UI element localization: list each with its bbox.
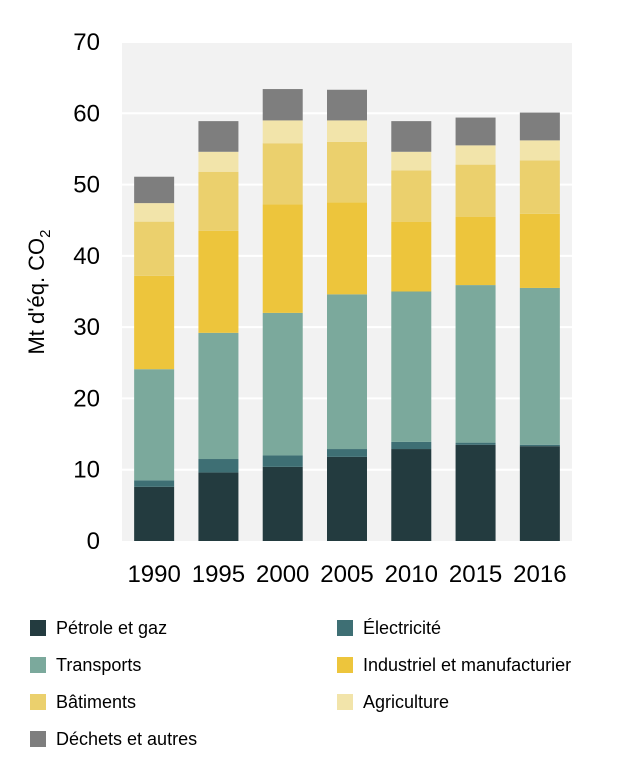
x-tick-label: 2005 xyxy=(320,561,373,588)
y-tick-label: 70 xyxy=(73,29,100,56)
bar-segment-2005-1 xyxy=(327,449,367,457)
bar-segment-2015-4 xyxy=(455,164,496,217)
bar-segment-2000-2 xyxy=(262,312,303,456)
bar-segment-2010-3 xyxy=(391,221,432,292)
bar-segment-2010-6 xyxy=(391,121,432,152)
bar-segment-1990-1 xyxy=(134,480,175,487)
y-tick-label: 60 xyxy=(73,100,100,127)
bar-segment-1990-0 xyxy=(134,486,175,541)
legend-item: Pétrole et gaz xyxy=(30,616,167,640)
bar-segment-2015-6 xyxy=(455,117,496,146)
bar-segment-2010-1 xyxy=(391,441,432,450)
bar-segment-1990-3 xyxy=(134,275,175,370)
legend-item: Déchets et autres xyxy=(30,727,197,751)
legend-label: Industriel et manufacturier xyxy=(363,654,572,675)
bar-segment-2015-2 xyxy=(455,285,496,443)
bar-segment-1995-2 xyxy=(198,332,239,460)
legend-item: Bâtiments xyxy=(30,690,136,714)
bar-segment-1995-5 xyxy=(198,151,239,172)
x-tick-label: 2015 xyxy=(449,561,502,588)
legend-label: Transports xyxy=(56,654,142,675)
y-tick-labels: 0 10 20 30 40 50 60 70 xyxy=(73,29,100,555)
bar-segment-2016-6 xyxy=(519,112,560,141)
legend-item: Agriculture xyxy=(337,690,449,714)
legend-label: Agriculture xyxy=(363,691,450,712)
y-tick-label: 10 xyxy=(73,457,100,484)
bars xyxy=(134,89,560,541)
legend-label: Déchets et autres xyxy=(56,728,198,749)
y-tick-label: 0 xyxy=(87,528,100,555)
bar-segment-2015-5 xyxy=(455,145,496,165)
legend-swatch xyxy=(30,620,46,636)
bar-segment-2005-5 xyxy=(327,120,367,142)
bar-segment-2005-2 xyxy=(327,294,367,450)
y-axis-label: Mt d'éq. CO2 xyxy=(24,229,54,354)
bar-segment-2000-4 xyxy=(262,143,303,205)
y-tick-label: 40 xyxy=(73,243,100,270)
bar-segment-1995-1 xyxy=(198,459,239,473)
y-axis-label-subscript: 2 xyxy=(37,229,54,237)
bar-segment-1990-4 xyxy=(134,221,175,276)
legend-item: Électricité xyxy=(337,616,441,640)
bar-segment-2000-3 xyxy=(262,204,303,313)
bar-segment-2016-5 xyxy=(519,140,560,161)
y-tick-label: 50 xyxy=(73,172,100,199)
bar-segment-2000-0 xyxy=(262,466,303,541)
bar-segment-1995-3 xyxy=(198,230,239,333)
bar-segment-2005-0 xyxy=(327,456,367,541)
legend-swatch xyxy=(337,657,353,673)
bar-segment-1995-4 xyxy=(198,171,239,231)
x-tick-label: 2000 xyxy=(256,561,309,588)
bar-segment-2016-2 xyxy=(519,287,560,445)
bar-segment-1990-2 xyxy=(134,369,175,481)
legend-swatch xyxy=(337,694,353,710)
bar-segment-2016-1 xyxy=(519,444,560,447)
legend-label: Pétrole et gaz xyxy=(56,617,168,638)
legend-swatch xyxy=(30,657,46,673)
x-tick-label: 1995 xyxy=(192,561,245,588)
bar-segment-1995-6 xyxy=(198,121,239,152)
bar-segment-2010-4 xyxy=(391,170,432,222)
legend-label: Électricité xyxy=(363,617,442,638)
bar-segment-2015-3 xyxy=(455,216,496,286)
legend-swatch xyxy=(337,620,353,636)
x-tick-label: 2016 xyxy=(513,561,566,588)
bar-segment-1990-5 xyxy=(134,203,175,222)
stacked-bar-chart: 0 10 20 30 40 50 60 70 1990 1995 2000 2005 2010 2015… xyxy=(24,29,572,588)
y-tick-label: 20 xyxy=(73,385,100,412)
bar-segment-2000-1 xyxy=(262,455,303,467)
y-axis-label-main: Mt d'éq. CO xyxy=(24,238,49,355)
bar-segment-2016-4 xyxy=(519,160,560,214)
x-tick-labels: 1990 1995 2000 2005 2010 2015 2016 xyxy=(127,561,566,588)
bar-segment-2016-0 xyxy=(519,446,560,541)
bar-segment-2010-2 xyxy=(391,291,432,442)
bar-segment-2005-4 xyxy=(327,141,367,203)
legend-swatch xyxy=(30,694,46,710)
bar-segment-2000-5 xyxy=(262,120,303,144)
bar-segment-1990-6 xyxy=(134,176,175,204)
legend-swatch xyxy=(30,731,46,747)
bar-segment-2016-3 xyxy=(519,213,560,288)
bar-segment-2015-1 xyxy=(455,442,496,445)
bar-segment-1995-0 xyxy=(198,472,239,541)
legend-item: Industriel et manufacturier xyxy=(337,653,571,677)
x-tick-label: 2010 xyxy=(385,561,438,588)
bar-segment-2015-0 xyxy=(455,444,496,541)
bar-segment-2005-6 xyxy=(327,89,367,121)
y-tick-label: 30 xyxy=(73,314,100,341)
bar-segment-2010-0 xyxy=(391,449,432,541)
x-tick-label: 1990 xyxy=(127,561,180,588)
legend-label: Bâtiments xyxy=(56,691,137,712)
bar-segment-2000-6 xyxy=(262,89,303,121)
bar-segment-2010-5 xyxy=(391,151,432,171)
bar-segment-2005-3 xyxy=(327,202,367,295)
legend-item: Transports xyxy=(30,653,141,677)
